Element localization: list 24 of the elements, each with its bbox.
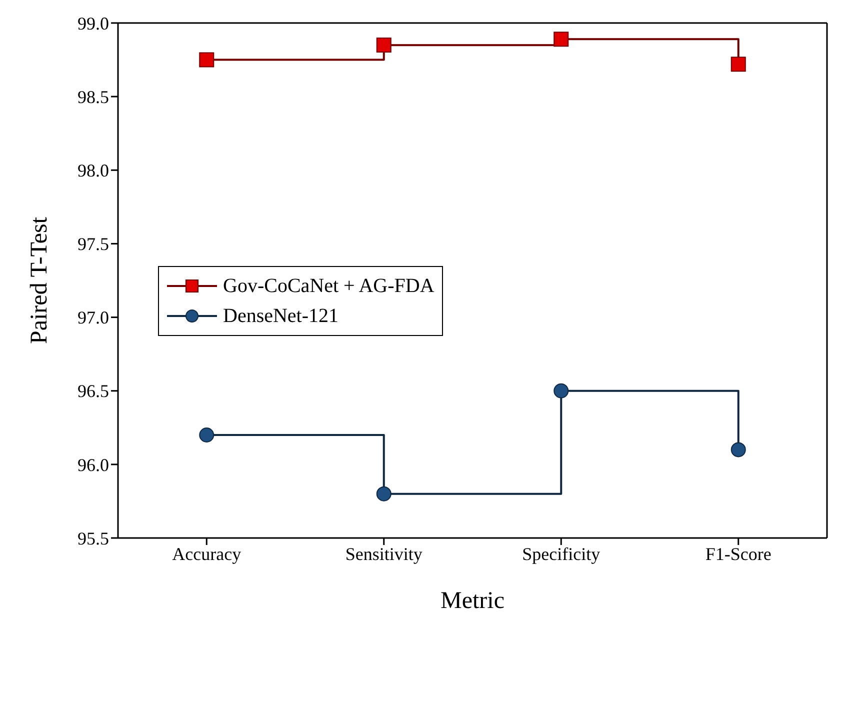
x-tick-label: F1-Score: [705, 544, 772, 564]
legend-label: DenseNet-121: [223, 304, 339, 328]
y-tick-label: 98.5: [78, 86, 109, 107]
point: [554, 383, 569, 398]
point: [376, 38, 392, 53]
x-tick-label: Sensitivity: [345, 544, 422, 564]
point: [199, 52, 214, 68]
x-axis-title: Metric: [440, 588, 504, 614]
y-tick-label: 96.5: [78, 381, 109, 402]
y-tick-label: 95.5: [78, 528, 109, 548]
y-axis-title: Paired T-Test: [26, 216, 53, 344]
y-tick-label: 98.0: [78, 160, 109, 181]
y-tick-label: 97.0: [78, 308, 109, 328]
y-tick-label: 99.0: [78, 13, 109, 34]
point: [730, 56, 746, 72]
point: [730, 442, 746, 458]
point: [554, 32, 569, 47]
point: [376, 486, 392, 502]
legend-label: Gov-CoCaNet + AG-FDA: [223, 274, 434, 298]
y-tick-label: 97.5: [78, 234, 109, 254]
x-tick-label: Accuracy: [172, 544, 242, 564]
x-tick-label: Specificity: [522, 544, 600, 564]
y-tick-label: 96.0: [78, 454, 109, 475]
point: [199, 428, 214, 442]
